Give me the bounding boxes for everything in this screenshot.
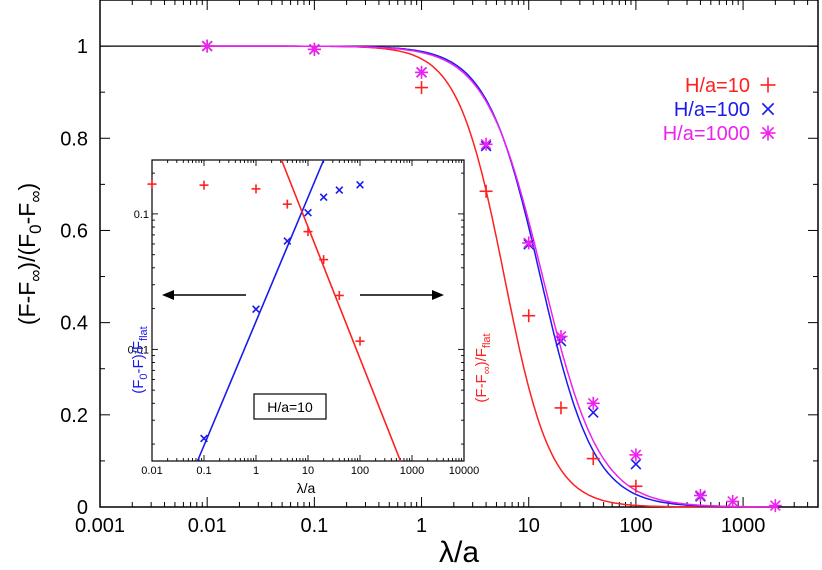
x-tick-label: 0.01 [188,515,227,537]
inset-x-tick-label: 1 [253,465,259,477]
x-tick-label: 0.1 [300,515,328,537]
inset-marker-(F-F∞)/Fflat [251,184,261,194]
y-tick-label: 0.6 [60,220,88,242]
legend-marker [760,125,776,141]
inset-axes: 0.01 0.1 1 10 100 1000 10000 0.01 0.1 [128,160,480,477]
y-tick-label: 1 [77,36,88,58]
legend-label: H/a=1000 [663,123,750,145]
inset-fit-(F0-F)/Fflat [196,159,325,462]
legend-label: H/a=100 [674,99,750,121]
y-tick-label: 0.2 [60,405,88,427]
inset-y-tick-label: 0.01 [128,344,149,356]
x-tick-label: 1000 [721,515,766,537]
marker-H/a=1000 [726,494,740,508]
inset-x-axis-label: λ/a [297,480,316,496]
legend-marker [761,102,775,116]
inset-annotation-box [253,393,327,420]
inset-right-label: (F-F∞)/Fflat [473,333,493,402]
marker-H/a=10 [586,452,600,466]
inset-marker-(F-F∞)/Fflat [147,179,157,189]
main-markers [200,39,782,513]
inset-marker-(F-F∞)/Fflat [334,290,344,300]
marker-H/a=1000 [586,396,600,410]
legend-label: H/a=10 [685,75,750,97]
curve-H/a=1000 [207,45,776,508]
inset-x-tick-label: 100 [351,465,369,477]
marker-H/a=100 [587,407,599,418]
inset-marker-(F0-F)/Fflat [356,180,364,189]
inset-marker-(F0-F)/Fflat [283,237,292,246]
main-curves [207,45,776,508]
inset-marker-(F0-F)/Fflat [335,186,344,194]
inset-marker-(F-F∞)/Fflat [319,255,329,265]
inset-marker-(F-F∞)/Fflat [303,227,313,237]
marker-H/a=10 [415,81,429,95]
y-tick-label: 0.8 [60,128,88,150]
inset-annotation: H/a=10 [267,399,313,415]
right-arrow [360,290,444,300]
marker-H/a=1000 [307,42,321,56]
marker-H/a=10 [522,309,536,323]
inset-marker-(F0-F)/Fflat [319,193,328,202]
inset-marker-(F0-F)/Fflat [252,305,260,314]
x-tick-label: 0.001 [75,515,125,537]
marker-H/a=1000 [479,137,493,151]
marker-H/a=10 [554,401,568,415]
x-tick-label: 1 [416,515,427,537]
inset-marker-(F-F∞)/Fflat [199,180,209,190]
legend-marker [760,77,776,93]
x-tick-label: 100 [619,515,652,537]
marker-H/a=10 [629,479,643,493]
left-arrow [162,290,246,300]
inset-marker-(F0-F)/Fflat [200,434,208,443]
inset-x-tick-label: 0.01 [141,465,162,477]
marker-H/a=1000 [629,448,643,462]
y-tick-label: 0.4 [60,313,88,335]
inset-fit-(F-F∞)/Fflat [280,159,402,462]
marker-H/a=1000 [522,236,536,250]
marker-H/a=100 [630,458,642,470]
marker-H/a=1000 [415,65,429,79]
inset-marker-(F-F∞)/Fflat [282,199,292,209]
inset-y-tick-label: 0.1 [134,209,149,221]
inset-left-label: (F0-F)/Fflat [130,326,150,393]
inset-marker-(F0-F)/Fflat [304,208,312,217]
inset-x-tick-label: 10000 [449,465,480,477]
inset-x-tick-label: 10 [302,465,314,477]
marker-H/a=1000 [693,488,707,502]
marker-H/a=1000 [554,329,568,343]
marker-H/a=1000 [200,39,214,53]
inset-marker-(F-F∞)/Fflat [355,336,365,346]
marker-H/a=1000 [768,499,782,513]
inset-markers [147,179,365,443]
main-x-axis-label: λ/a [439,536,479,569]
inset-x-tick-label: 0.1 [196,465,211,477]
main-y-axis-label: (F-F∞)/(F0-F∞) [14,183,45,325]
inset-fit-lines [196,159,402,462]
x-tick-label: 10 [518,515,540,537]
marker-H/a=10 [479,184,493,198]
inset-x-tick-label: 1000 [400,465,424,477]
main-plot-frame [99,0,819,508]
y-tick-label: 0 [77,497,88,519]
